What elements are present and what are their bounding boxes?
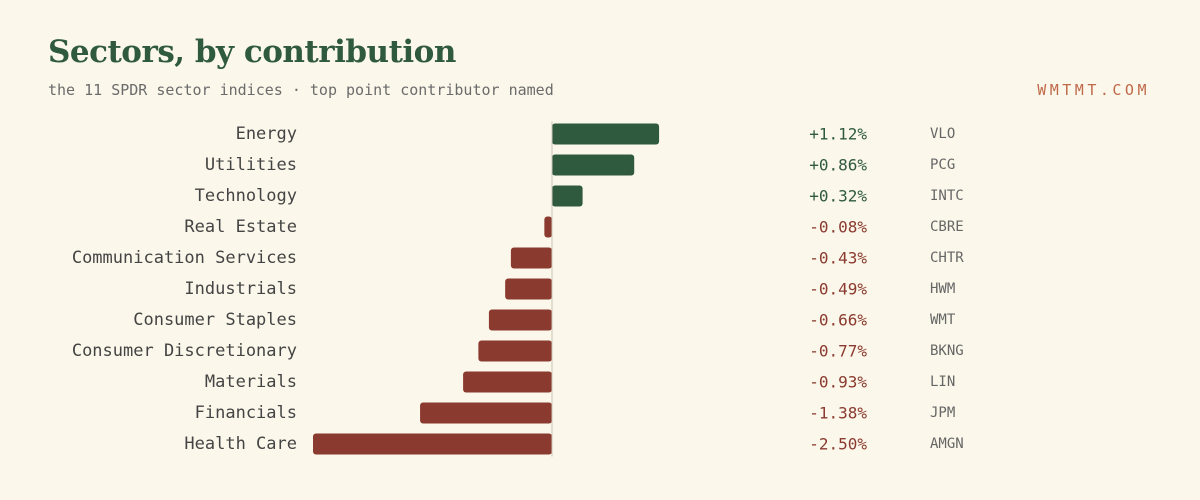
bar-utilities — [552, 154, 635, 176]
sector-label: Consumer Staples — [133, 310, 297, 330]
bar-energy — [552, 123, 660, 145]
bar-industrials — [505, 278, 552, 300]
ticker-label: HWM — [930, 281, 955, 297]
sector-label: Technology — [195, 186, 297, 206]
sector-label: Real Estate — [184, 217, 297, 237]
sector-label: Health Care — [184, 434, 297, 454]
value-label: -0.93% — [809, 373, 867, 392]
brand-watermark: WMTMT.COM — [1037, 81, 1150, 99]
sector-label: Financials — [195, 403, 297, 423]
ticker-label: CBRE — [930, 219, 964, 235]
bar-communication-services — [510, 247, 552, 269]
chart-subtitle: the 11 SPDR sector indices · top point c… — [48, 81, 554, 99]
value-label: -0.66% — [809, 311, 867, 330]
ticker-label: WMT — [930, 312, 956, 328]
chart-title: Sectors, by contribution — [48, 34, 456, 70]
sector-label: Utilities — [205, 155, 297, 175]
ticker-label: INTC — [930, 188, 964, 204]
ticker-label: JPM — [930, 405, 955, 421]
value-label: -0.08% — [809, 218, 867, 237]
ticker-label: AMGN — [930, 436, 964, 452]
value-label: -1.38% — [809, 404, 867, 423]
value-label: -0.77% — [809, 342, 867, 361]
bar-technology — [552, 185, 583, 207]
bar-consumer-staples — [488, 309, 552, 331]
sector-label: Materials — [205, 372, 297, 392]
value-label: -2.50% — [809, 435, 867, 454]
ticker-label: LIN — [930, 374, 955, 390]
value-label: -0.49% — [809, 280, 867, 299]
sector-label: Energy — [236, 124, 297, 144]
bar-real-estate — [544, 216, 552, 238]
bar-financials — [420, 402, 552, 424]
sector-label: Consumer Discretionary — [72, 341, 297, 361]
ticker-label: PCG — [930, 157, 955, 173]
value-label: +0.32% — [809, 187, 867, 206]
bar-consumer-discretionary — [478, 340, 552, 362]
value-label: +0.86% — [809, 156, 867, 175]
bar-health-care — [313, 433, 552, 455]
sector-label: Industrials — [184, 279, 297, 299]
ticker-label: BKNG — [930, 343, 964, 359]
ticker-label: CHTR — [930, 250, 964, 266]
sector-label: Communication Services — [72, 248, 297, 268]
value-label: +1.12% — [809, 125, 867, 144]
bar-materials — [463, 371, 552, 393]
value-label: -0.43% — [809, 249, 867, 268]
ticker-label: VLO — [930, 126, 955, 142]
